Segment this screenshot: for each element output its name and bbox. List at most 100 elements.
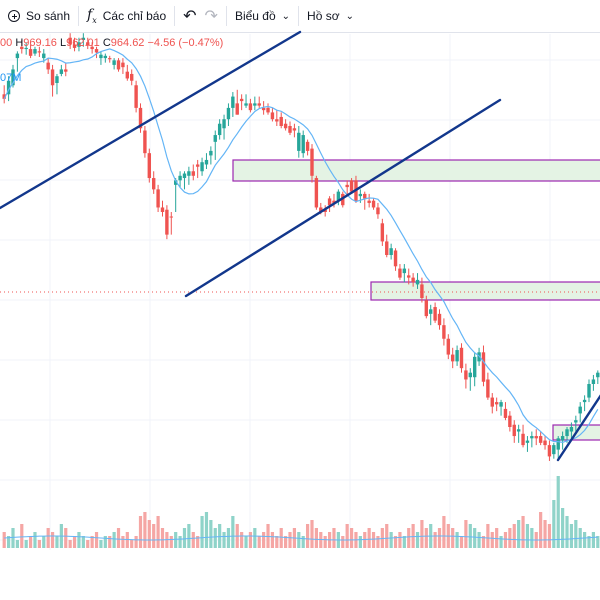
candle-body (151, 178, 156, 190)
candle-body (407, 275, 411, 278)
candle-body (455, 350, 459, 362)
candle-body (125, 71, 130, 79)
volume-bar (512, 524, 516, 548)
candle-body (50, 69, 55, 86)
candle-body (64, 69, 68, 72)
legend-low: 962.01 (66, 37, 100, 49)
chart-toolbar: So sánh fx Các chỉ báo ↶ ↷ Biểu đồ ⌄ Hồ … (0, 0, 600, 33)
volume-bar (270, 532, 275, 548)
volume-bar (407, 528, 411, 548)
volume-bar (279, 528, 283, 548)
volume-bar (103, 536, 107, 548)
candle-body (508, 415, 512, 427)
volume-bar (521, 516, 525, 548)
volume-bar (569, 524, 574, 548)
candle-body (108, 58, 112, 60)
candle-body (415, 279, 420, 285)
volume-bar (539, 512, 543, 548)
profile-label: Hồ sơ (307, 9, 340, 23)
candle-body (385, 241, 389, 255)
chart-type-dropdown[interactable]: Biểu đồ ⌄ (227, 0, 298, 32)
volume-bar (187, 524, 191, 548)
candle-body (587, 384, 591, 398)
trendline (184, 98, 502, 298)
candle-body (389, 248, 393, 255)
candle-body (402, 268, 407, 274)
candle-body (301, 135, 305, 154)
candle-body (371, 200, 376, 208)
volume-bar (231, 516, 235, 548)
candle-body (323, 209, 327, 212)
volume-bar (349, 528, 354, 548)
candle-body (578, 406, 582, 414)
volume-bar (204, 512, 209, 548)
volume-bar (222, 532, 226, 548)
volume-bar (68, 540, 72, 548)
candle-body (521, 433, 525, 446)
candle-body (429, 309, 433, 314)
redo-button[interactable]: ↷ (205, 0, 226, 32)
undo-icon: ↶ (183, 8, 197, 25)
candle-body (327, 198, 332, 206)
trendline (0, 30, 302, 210)
volume-bar (11, 528, 15, 548)
volume-ma-line (4, 535, 598, 541)
volume-bar (288, 532, 292, 548)
volume-bar (583, 532, 587, 548)
volume-bar (46, 528, 50, 548)
candle-body (15, 53, 20, 59)
candle-body (319, 207, 323, 212)
candle-body (226, 107, 231, 120)
candle-body (72, 44, 77, 48)
undo-button[interactable]: ↶ (175, 0, 204, 32)
volume-bar (50, 532, 55, 548)
volume-bar (178, 536, 182, 548)
candle-body (235, 103, 239, 115)
volume-bar (358, 536, 362, 548)
candle-body (59, 69, 64, 74)
indicators-button[interactable]: fx Các chỉ báo (79, 0, 174, 32)
volume-bar (433, 532, 437, 548)
candle-body (490, 397, 494, 407)
candle-body (310, 148, 314, 176)
volume-bar (182, 528, 187, 548)
candle-body (253, 103, 257, 106)
candle-body (182, 173, 187, 179)
candle-body (165, 209, 169, 235)
candle-body (450, 354, 455, 362)
candle-body (556, 438, 560, 450)
candle-body (20, 46, 24, 50)
candle-body (99, 54, 103, 59)
volume-bar (200, 516, 204, 548)
candle-body (367, 200, 371, 203)
volume-bar (385, 524, 389, 548)
candle-body (363, 193, 367, 199)
chevron-down-icon: ⌄ (281, 10, 291, 22)
volume-bar (108, 536, 112, 548)
compare-button[interactable]: So sánh (0, 0, 78, 32)
candle-body (376, 207, 380, 215)
candle-body (37, 51, 42, 53)
volume-bar (530, 528, 534, 548)
candle-body (547, 445, 552, 457)
ma-legend: 07M (0, 72, 22, 84)
candle-body (160, 207, 165, 212)
candle-body (297, 132, 301, 151)
volume-bar (15, 540, 19, 548)
candle-body (481, 352, 486, 382)
volume-bar (218, 524, 222, 548)
candle-body (178, 175, 182, 181)
volume-bar (508, 528, 512, 548)
volume-bar (94, 532, 99, 548)
volume-bar (116, 528, 121, 548)
candle-body (209, 150, 213, 156)
candle-body (200, 162, 204, 172)
volume-bar (209, 520, 213, 548)
volume-bar (81, 536, 85, 548)
candle-body (94, 49, 99, 53)
candle-body (283, 123, 288, 129)
volume-bar (323, 536, 327, 548)
volume-bar (130, 540, 134, 548)
profile-dropdown[interactable]: Hồ sơ ⌄ (299, 0, 362, 32)
